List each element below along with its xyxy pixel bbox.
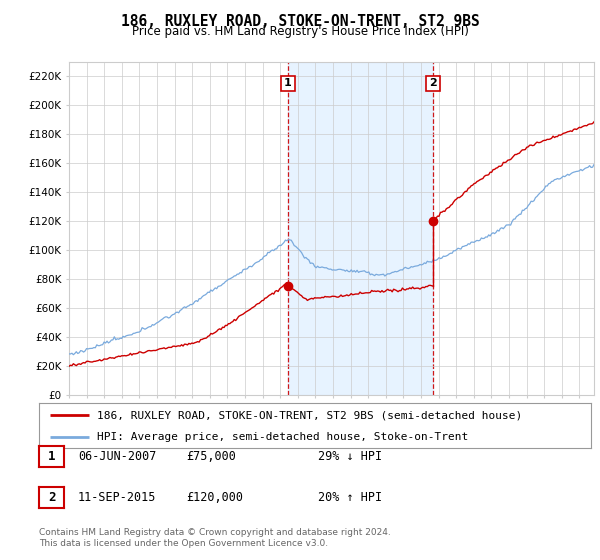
Bar bbox=[288, 62, 433, 395]
Text: 186, RUXLEY ROAD, STOKE-ON-TRENT, ST2 9BS (semi-detached house): 186, RUXLEY ROAD, STOKE-ON-TRENT, ST2 9B… bbox=[97, 410, 522, 421]
Text: 2: 2 bbox=[48, 491, 55, 504]
Text: Contains HM Land Registry data © Crown copyright and database right 2024.
This d: Contains HM Land Registry data © Crown c… bbox=[39, 528, 391, 548]
Text: 20% ↑ HPI: 20% ↑ HPI bbox=[318, 491, 382, 504]
Text: 1: 1 bbox=[48, 450, 55, 463]
Text: Price paid vs. HM Land Registry's House Price Index (HPI): Price paid vs. HM Land Registry's House … bbox=[131, 25, 469, 38]
Text: HPI: Average price, semi-detached house, Stoke-on-Trent: HPI: Average price, semi-detached house,… bbox=[97, 432, 468, 442]
Text: 2: 2 bbox=[429, 78, 437, 88]
Text: 11-SEP-2015: 11-SEP-2015 bbox=[78, 491, 157, 504]
Text: £120,000: £120,000 bbox=[186, 491, 243, 504]
Text: 1: 1 bbox=[284, 78, 292, 88]
Text: 29% ↓ HPI: 29% ↓ HPI bbox=[318, 450, 382, 463]
Text: £75,000: £75,000 bbox=[186, 450, 236, 463]
Text: 06-JUN-2007: 06-JUN-2007 bbox=[78, 450, 157, 463]
Text: 186, RUXLEY ROAD, STOKE-ON-TRENT, ST2 9BS: 186, RUXLEY ROAD, STOKE-ON-TRENT, ST2 9B… bbox=[121, 14, 479, 29]
